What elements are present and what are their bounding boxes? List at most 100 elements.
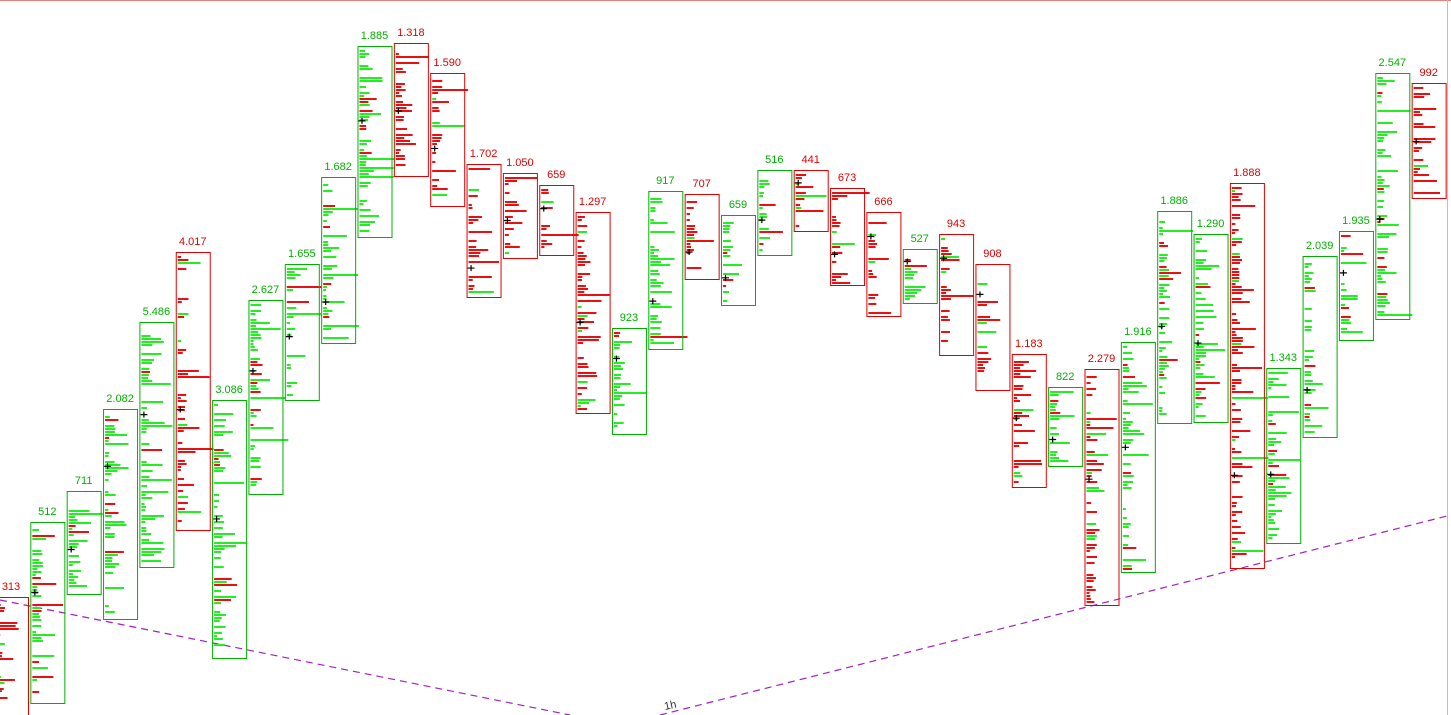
bar-range — [139, 322, 175, 568]
profile-row — [1086, 487, 1099, 489]
profile-row — [941, 292, 947, 294]
profile-row — [250, 322, 270, 324]
profile-row — [613, 413, 618, 415]
profile-row — [468, 255, 480, 257]
profile-row — [141, 344, 153, 346]
profile-row — [105, 440, 109, 442]
volume-label: 1.590 — [433, 57, 461, 69]
profile-row — [1268, 465, 1280, 467]
profile-row — [395, 53, 399, 55]
profile-row — [395, 83, 405, 85]
profile-row — [323, 250, 332, 252]
bar-range — [175, 252, 211, 531]
profile-row — [468, 204, 472, 206]
profile-row — [1122, 385, 1147, 387]
profile-row — [359, 182, 371, 184]
volume-label: 1.916 — [1124, 326, 1152, 338]
profile-row — [177, 394, 187, 396]
profile-row — [1268, 441, 1282, 443]
profile-row — [359, 152, 372, 154]
profile-row — [541, 225, 551, 227]
profile-row — [323, 244, 329, 246]
profile-row — [1413, 111, 1420, 113]
profile-row — [177, 496, 189, 498]
profile-row — [1122, 439, 1134, 441]
profile-row — [105, 479, 109, 481]
volume-label: 527 — [911, 233, 929, 245]
profile-row — [1268, 492, 1292, 494]
profile-row — [941, 268, 950, 270]
profile-row — [1268, 396, 1290, 398]
profile-row — [32, 637, 42, 639]
profile-row — [613, 368, 624, 370]
profile-row — [577, 261, 591, 263]
profile-row — [1050, 409, 1056, 411]
profile-row — [250, 358, 260, 360]
profile-row — [359, 164, 366, 166]
profile-row — [577, 288, 589, 290]
profile-row — [214, 632, 222, 634]
profile-row — [1231, 280, 1239, 282]
profile-row — [1377, 200, 1385, 202]
profile-row — [0, 652, 3, 654]
profile-row — [1231, 328, 1256, 330]
profile-row — [1231, 277, 1240, 279]
profile-row — [1377, 233, 1397, 235]
profile-row — [177, 508, 185, 510]
poc-marker — [1412, 138, 1420, 145]
profile-row — [1086, 382, 1091, 384]
profile-row — [68, 546, 78, 548]
profile-row — [577, 279, 583, 281]
profile-row — [1159, 272, 1181, 274]
profile-row — [1268, 372, 1288, 374]
profile-row — [1086, 433, 1107, 435]
bar-range — [466, 164, 502, 298]
profile-row — [577, 225, 588, 227]
profile-row — [1195, 376, 1215, 378]
profile-row — [723, 291, 730, 293]
profile-row — [1013, 394, 1032, 396]
profile-row — [1195, 352, 1206, 354]
profile-row — [1159, 245, 1169, 247]
profile-row — [1122, 430, 1140, 432]
profile-row — [650, 321, 662, 323]
profile-row — [1231, 205, 1256, 207]
profile-row — [323, 289, 327, 291]
poc-marker — [176, 406, 184, 413]
profile-row — [1231, 274, 1240, 276]
bar-range — [321, 177, 357, 344]
profile-row — [1086, 511, 1098, 513]
profile-row — [577, 312, 597, 314]
volume-label: 923 — [620, 312, 638, 324]
profile-row — [541, 228, 547, 230]
profile-row — [868, 294, 879, 296]
profile-row — [141, 539, 150, 541]
profile-row — [432, 143, 437, 145]
profile-row — [832, 276, 842, 278]
profile-row — [1050, 442, 1070, 444]
profile-row — [650, 318, 657, 320]
profile-row — [1231, 382, 1242, 384]
profile-row — [795, 183, 800, 185]
profile-row — [832, 192, 870, 194]
profile-row — [1377, 83, 1387, 85]
volume-label: 1.297 — [579, 196, 607, 208]
profile-row — [105, 512, 119, 514]
profile-row — [177, 298, 189, 300]
profile-row — [1159, 296, 1171, 298]
profile-row — [286, 289, 294, 291]
profile-row — [177, 502, 188, 504]
profile-row — [359, 113, 381, 115]
profile-row — [1304, 350, 1315, 352]
profile-row — [541, 189, 549, 191]
profile-row — [1231, 298, 1242, 300]
trend-line — [659, 514, 1451, 715]
profile-row — [577, 285, 586, 287]
profile-row — [1195, 349, 1226, 351]
profile-row — [32, 604, 63, 606]
profile-row — [468, 216, 482, 218]
bar-range — [721, 215, 756, 306]
profile-row — [1159, 293, 1164, 295]
profile-row — [1231, 391, 1254, 393]
profile-row — [1231, 553, 1247, 555]
